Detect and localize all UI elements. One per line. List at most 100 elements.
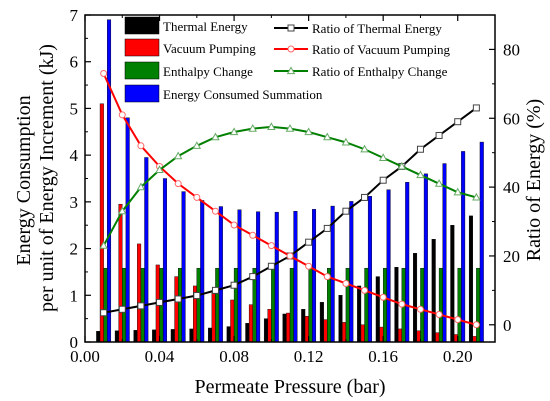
x-axis-title: Permeate Pressure (bar) bbox=[194, 376, 385, 398]
bar bbox=[342, 322, 347, 343]
legend-swatch bbox=[124, 61, 160, 80]
bar bbox=[96, 331, 101, 343]
data-point bbox=[472, 104, 480, 112]
legend-label: Thermal Energy bbox=[163, 19, 248, 34]
bar bbox=[114, 330, 119, 343]
bar bbox=[170, 329, 175, 343]
data-point bbox=[285, 123, 295, 132]
bar bbox=[431, 239, 436, 343]
plot-content bbox=[96, 19, 484, 343]
data-point bbox=[323, 132, 332, 141]
bar bbox=[256, 211, 261, 343]
legend-marker bbox=[287, 24, 295, 32]
data-point bbox=[286, 252, 294, 260]
data-point bbox=[434, 179, 444, 187]
bar bbox=[338, 295, 343, 343]
data-point bbox=[342, 207, 350, 215]
y-left-tick-label: 6 bbox=[70, 53, 79, 72]
data-point bbox=[249, 273, 257, 281]
data-point bbox=[454, 118, 462, 126]
y-right-tick-label: 20 bbox=[503, 247, 520, 266]
legend-swatch bbox=[124, 84, 160, 103]
line-series-2 bbox=[99, 122, 481, 249]
data-point bbox=[174, 180, 182, 188]
data-point bbox=[118, 206, 127, 215]
bar bbox=[364, 267, 369, 343]
data-point bbox=[378, 153, 388, 161]
bar bbox=[245, 323, 250, 343]
bar bbox=[218, 206, 223, 343]
bar bbox=[423, 173, 428, 343]
y-left-tick-label: 4 bbox=[70, 146, 79, 165]
bar bbox=[103, 267, 108, 343]
data-point bbox=[472, 192, 481, 201]
y-left-tick-label: 2 bbox=[70, 240, 79, 259]
bar bbox=[211, 292, 216, 343]
data-point bbox=[248, 123, 257, 132]
data-point bbox=[304, 127, 313, 136]
bar bbox=[107, 19, 112, 343]
data-point bbox=[174, 295, 182, 303]
bar bbox=[345, 267, 350, 343]
data-point bbox=[155, 165, 164, 173]
bar bbox=[274, 211, 279, 343]
data-point bbox=[156, 298, 164, 306]
data-point bbox=[99, 240, 108, 249]
y-right-tick-label: 60 bbox=[503, 109, 520, 128]
bar bbox=[413, 253, 418, 343]
data-point bbox=[137, 302, 145, 310]
legend-label: Ratio of Enthalpy Change bbox=[312, 64, 448, 79]
data-point bbox=[267, 122, 276, 130]
data-point bbox=[361, 193, 369, 201]
data-point bbox=[137, 142, 145, 150]
bar bbox=[233, 267, 238, 343]
bar bbox=[263, 318, 268, 343]
bar bbox=[367, 196, 372, 343]
bar-series-0 bbox=[96, 215, 473, 343]
bar bbox=[293, 210, 298, 343]
bar bbox=[271, 267, 276, 343]
y-right-tick-label: 0 bbox=[503, 316, 512, 335]
data-point bbox=[435, 310, 443, 318]
bar bbox=[382, 267, 387, 343]
data-point bbox=[230, 281, 238, 289]
bar bbox=[349, 201, 354, 343]
bar bbox=[457, 267, 462, 343]
data-point bbox=[472, 321, 480, 329]
data-point bbox=[249, 231, 257, 239]
bar bbox=[479, 141, 484, 343]
bar bbox=[386, 189, 391, 343]
data-point bbox=[305, 238, 313, 246]
bar bbox=[286, 312, 291, 343]
legend-swatch bbox=[124, 38, 160, 57]
data-point bbox=[230, 221, 238, 229]
y-right-tick-label: 40 bbox=[503, 178, 520, 197]
bar bbox=[398, 328, 403, 343]
data-point bbox=[267, 262, 275, 270]
bar bbox=[394, 267, 399, 343]
bar bbox=[99, 103, 104, 343]
axes-layer: 0.00 0.04 0.08 0.12 0.16 0.20 0 1 2 3 4 5 6 7 0 20 40 60 8… bbox=[70, 6, 521, 366]
data-point bbox=[361, 286, 369, 294]
y-left-tick-label: 5 bbox=[70, 99, 79, 118]
data-point bbox=[454, 316, 462, 324]
y-left-tick-label: 3 bbox=[70, 193, 79, 212]
x-tick-label: 0.16 bbox=[368, 347, 398, 366]
bar bbox=[118, 203, 123, 343]
bar bbox=[375, 276, 380, 343]
line-series-1 bbox=[100, 70, 480, 329]
y-axis-title-right: Ratio of Energy (%) bbox=[523, 99, 545, 261]
data-point bbox=[118, 111, 126, 119]
x-tick-label: 0.08 bbox=[219, 347, 249, 366]
bar bbox=[450, 225, 455, 343]
bar bbox=[196, 267, 201, 343]
bar bbox=[162, 178, 167, 343]
bar bbox=[144, 157, 149, 343]
y-axis-title-left: Energy Consumption per unit of Energy In… bbox=[13, 44, 58, 312]
bar bbox=[420, 267, 425, 343]
data-point bbox=[211, 207, 219, 215]
bar bbox=[122, 267, 127, 343]
bar bbox=[133, 330, 138, 343]
bar bbox=[416, 330, 421, 343]
y-left-tick-label: 1 bbox=[70, 286, 79, 305]
